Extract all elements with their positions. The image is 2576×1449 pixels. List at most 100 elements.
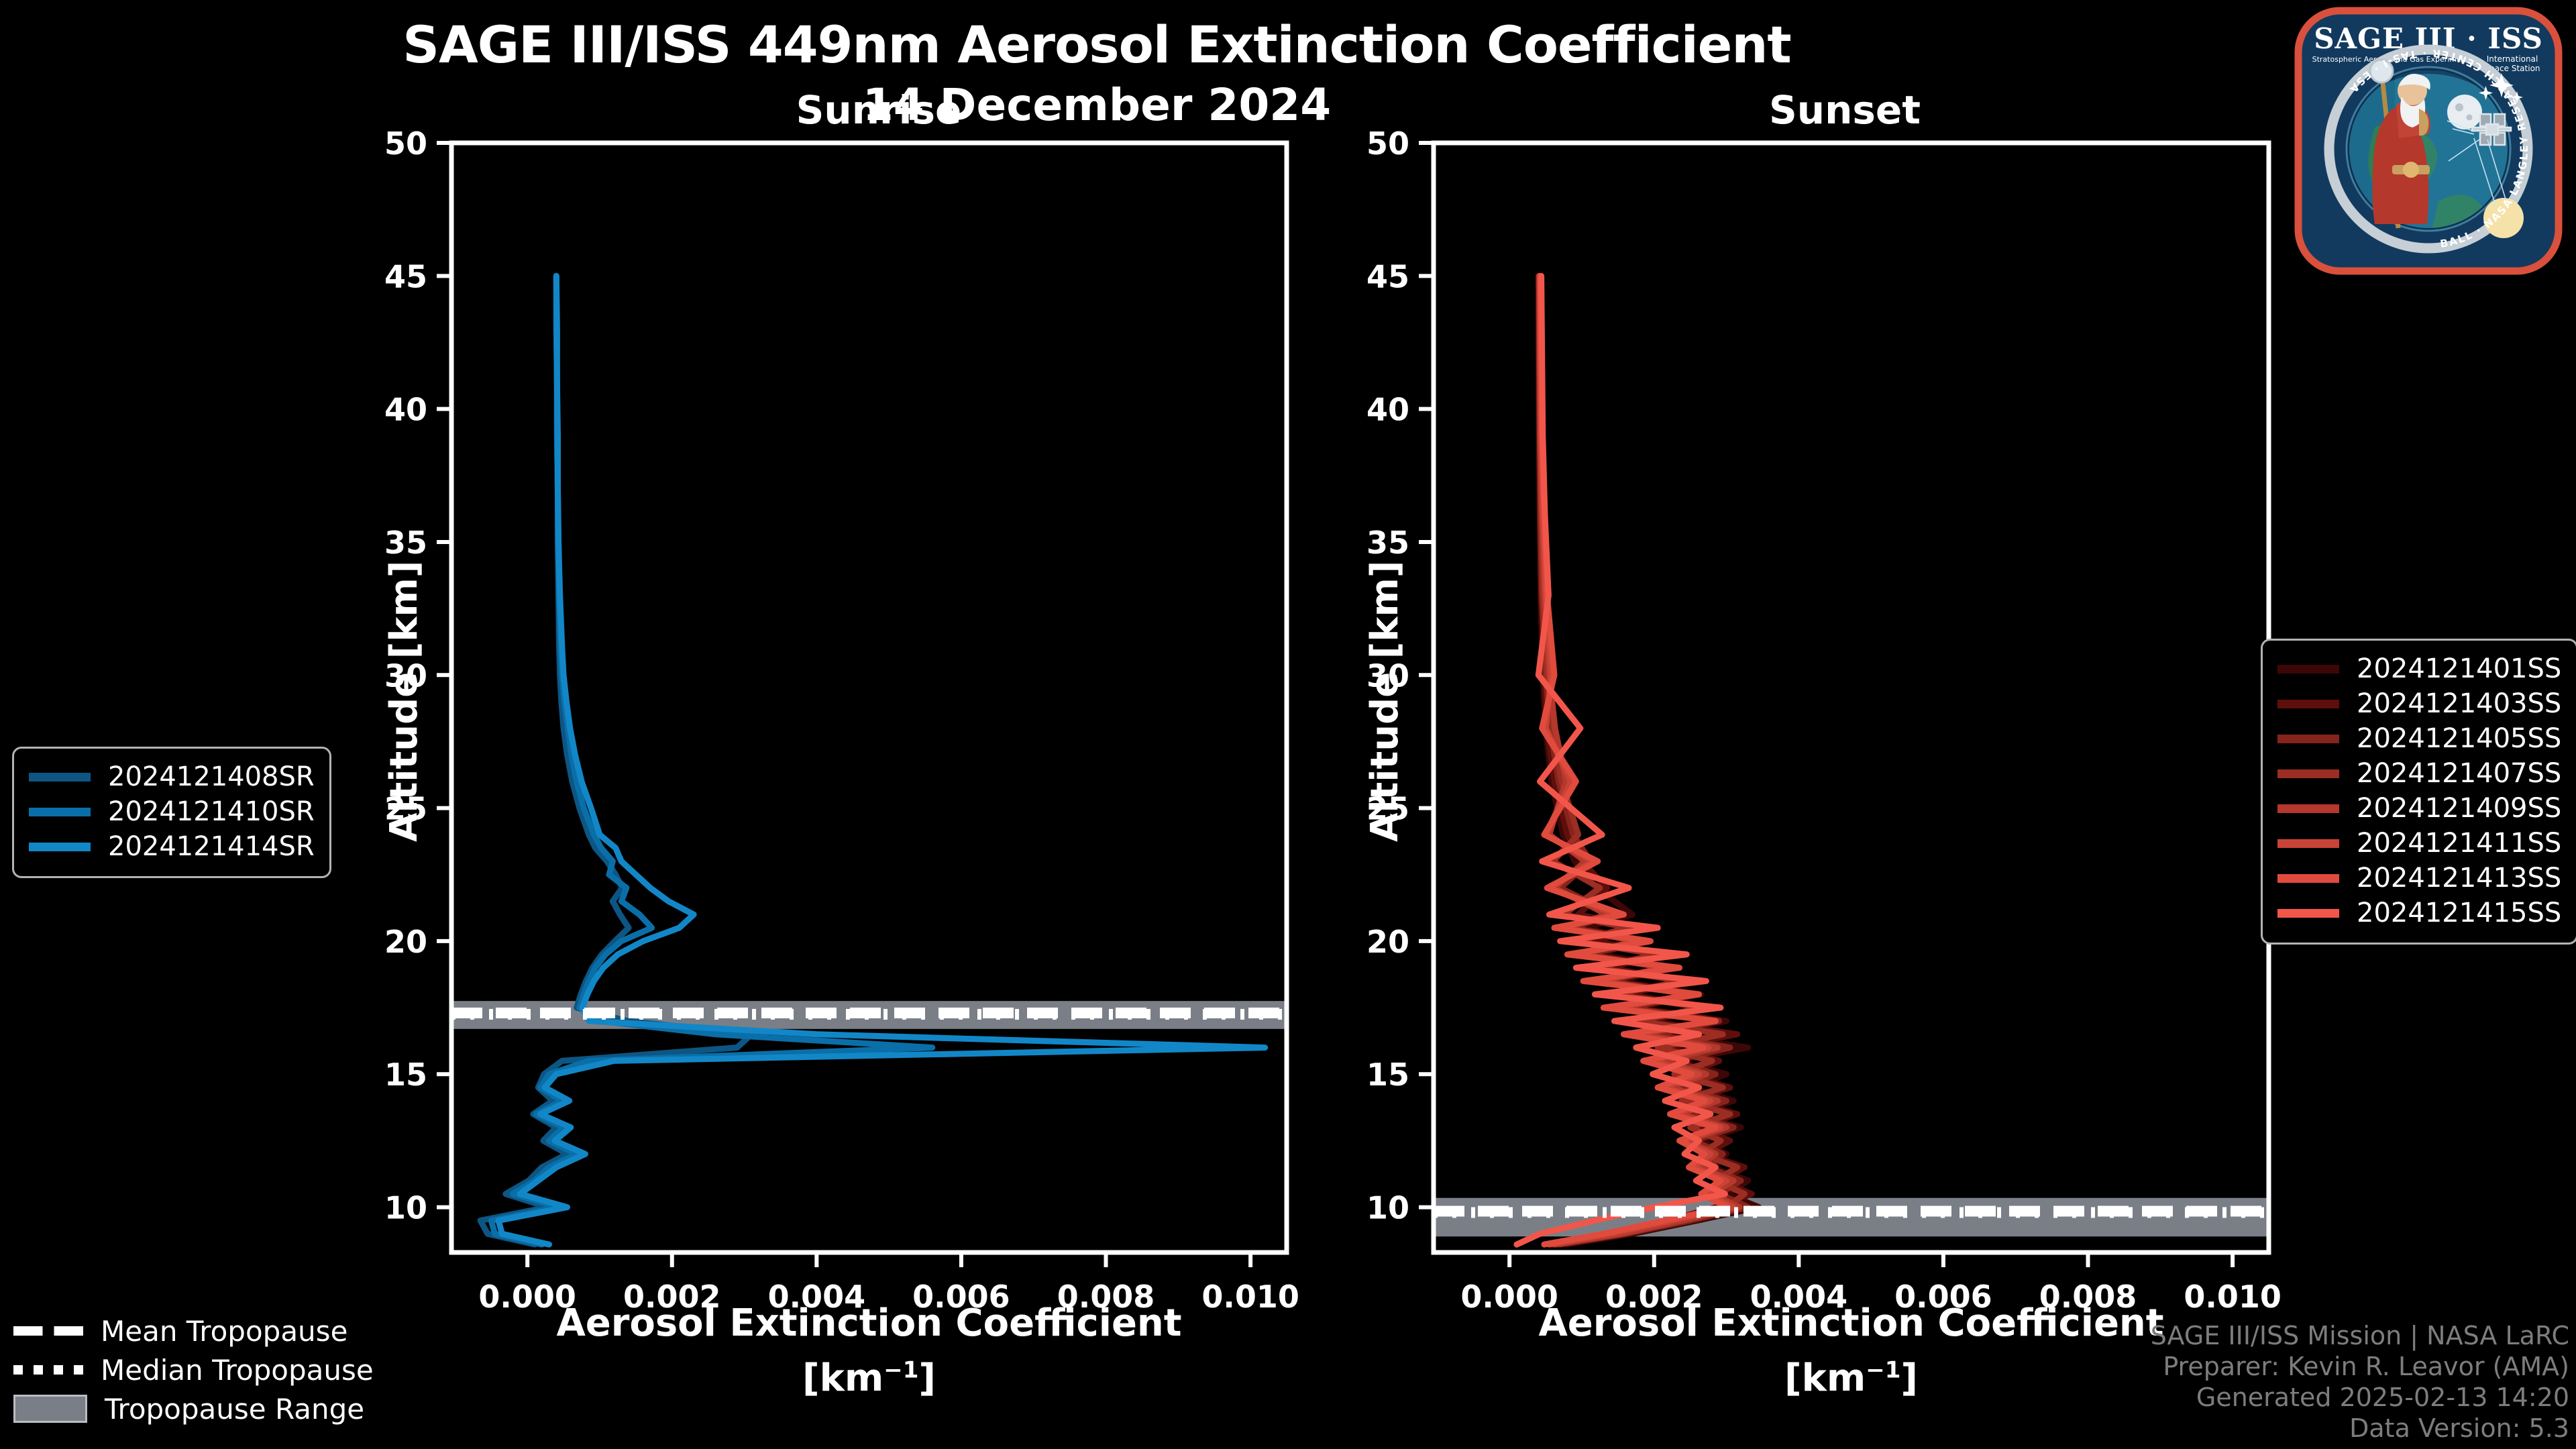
y-axis-title-sunset: Altitude [km] [1363, 560, 1407, 842]
sage-iii-iss-mission-patch-logo: SAGE III · ISS Stratospheric Aerosol and… [2294, 7, 2563, 275]
line-swatch-icon [29, 807, 91, 816]
y-axis-title-sunrise: Altitude [km] [382, 560, 426, 842]
legend-sunrise[interactable]: 2024121408SR 2024121410SR 2024121414SR [12, 747, 331, 878]
legend-sunrise-item[interactable]: 2024121414SR [29, 829, 315, 864]
x-unit-close: ] [918, 1356, 936, 1400]
sunset-series-line [1538, 272, 1731, 1248]
sunrise-x-tick-label: 0.004 [768, 1279, 866, 1315]
line-swatch-icon [2277, 769, 2339, 778]
x-axis-title-sunset: Aerosol Extinction Coefficient [1538, 1301, 2164, 1345]
sunset-y-tick-label: 50 [1366, 125, 1409, 162]
line-swatch-icon [2277, 839, 2339, 848]
line-swatch-icon [29, 842, 91, 851]
legend-sunset-item[interactable]: 2024121405SS [2277, 721, 2561, 756]
x-unit-exponent: −1 [883, 1356, 919, 1384]
sunset-x-tick-label: 0.002 [1605, 1279, 1703, 1315]
x-unit-base: [km [1784, 1356, 1866, 1400]
legend-item-median-tropopause: Median Tropopause [13, 1350, 374, 1389]
credit-line-generated: Generated 2025-02-13 14:20 [2196, 1383, 2569, 1412]
credits-block: SAGE III/ISS Mission | NASA LaRC Prepare… [2151, 1320, 2569, 1444]
sunrise-y-tick-label: 35 [384, 525, 427, 561]
legend-sunset-item[interactable]: 2024121403SS [2277, 686, 2561, 721]
legend-sunset-item[interactable]: 2024121407SS [2277, 756, 2561, 791]
sunset-plot-background [1434, 143, 2269, 1252]
x-axis-title-sunrise: Aerosol Extinction Coefficient [556, 1301, 1182, 1345]
sunset-y-tick-label: 10 [1366, 1190, 1409, 1226]
panel-title-sunrise: Sunrise [796, 87, 962, 133]
legend-sunset-item[interactable]: 2024121401SS [2277, 651, 2561, 686]
legend-sunset-label: 2024121413SS [2357, 863, 2562, 894]
sunrise-y-tick-label: 45 [384, 258, 427, 294]
page-title: SAGE III/ISS 449nm Aerosol Extinction Co… [402, 15, 1792, 74]
sunrise-y-tick-label: 30 [384, 657, 427, 694]
sunrise-y-tick-label: 15 [384, 1057, 427, 1093]
sunrise-series-line [495, 272, 1269, 1248]
x-axis-unit-sunrise: [km−1] [451, 1356, 1287, 1400]
sunrise-y-tick-label: 25 [384, 791, 427, 827]
sunset-x-tick-label: 0.008 [2039, 1279, 2137, 1315]
legend-sunset-label: 2024121411SS [2357, 828, 2562, 859]
legend-sunset-label: 2024121415SS [2357, 898, 2562, 928]
sunset-y-tick-label: 40 [1366, 392, 1409, 428]
legend-sunrise-item[interactable]: 2024121410SR [29, 794, 315, 829]
legend-sunset-item[interactable]: 2024121411SS [2277, 826, 2561, 861]
line-swatch-icon [2277, 699, 2339, 708]
sunset-y-tick-label: 20 [1366, 924, 1409, 960]
credit-line-mission: SAGE III/ISS Mission | NASA LaRC [2150, 1321, 2569, 1350]
sunrise-y-tick-label: 10 [384, 1190, 427, 1226]
line-swatch-icon [29, 772, 91, 782]
dotted-line-icon [13, 1365, 83, 1375]
sunrise-axes-frame [449, 140, 1289, 1255]
legend-sunrise-label: 2024121408SR [108, 761, 315, 792]
legend-sunset-label: 2024121401SS [2357, 653, 2562, 684]
line-swatch-icon [2277, 873, 2339, 883]
legend-sunset-label: 2024121407SS [2357, 758, 2562, 789]
legend-sunset[interactable]: 2024121401SS 2024121403SS 2024121405SS 2024… [2261, 639, 2576, 945]
sunset-x-tick-label: 0.000 [1460, 1279, 1558, 1315]
legend-sunrise-label: 2024121410SR [108, 796, 315, 827]
line-swatch-icon [2277, 804, 2339, 813]
legend-sunset-item[interactable]: 2024121413SS [2277, 861, 2561, 896]
sunset-series-line [1513, 272, 1728, 1248]
sunrise-x-tick-label: 0.008 [1057, 1279, 1155, 1315]
credit-line-preparer: Preparer: Kevin R. Leavor (AMA) [2163, 1352, 2569, 1381]
sunrise-x-tick-label: 0.006 [912, 1279, 1010, 1315]
svg-text:Space Station: Space Station [2484, 64, 2540, 73]
credit-line-version: Data Version: 5.3 [2349, 1413, 2569, 1443]
page-subtitle: 14 December 2024 [862, 79, 1332, 131]
legend-item-tropopause-range: Tropopause Range [13, 1389, 374, 1428]
sunset-y-tick-label: 25 [1366, 791, 1409, 827]
legend-sunset-label: 2024121403SS [2357, 688, 2562, 719]
line-swatch-icon [2277, 664, 2339, 674]
legend-sunrise-item[interactable]: 2024121408SR [29, 759, 315, 794]
sunrise-y-tick-label: 40 [384, 392, 427, 428]
legend-sunrise-label: 2024121414SR [108, 831, 315, 862]
legend-item-mean-tropopause: Mean Tropopause [13, 1311, 374, 1350]
line-swatch-icon [2277, 734, 2339, 743]
sunset-y-tick-label: 15 [1366, 1057, 1409, 1093]
x-axis-unit-sunset: [km−1] [1434, 1356, 2269, 1400]
filled-band-icon [13, 1395, 87, 1423]
legend-label-mean-tropopause: Mean Tropopause [101, 1314, 348, 1348]
legend-sunset-label: 2024121405SS [2357, 723, 2562, 754]
legend-sunset-item[interactable]: 2024121409SS [2277, 791, 2561, 826]
panel-title-sunset: Sunset [1769, 87, 1921, 133]
line-swatch-icon [2277, 908, 2339, 918]
sunrise-y-tick-label: 50 [384, 125, 427, 162]
sunrise-x-tick-label: 0.002 [623, 1279, 721, 1315]
legend-label-median-tropopause: Median Tropopause [101, 1353, 374, 1387]
legend-label-tropopause-range: Tropopause Range [105, 1392, 365, 1426]
sunrise-y-tick-label: 20 [384, 924, 427, 960]
sunrise-x-tick-label: 0.000 [478, 1279, 576, 1315]
sunset-x-tick-label: 0.004 [1750, 1279, 1848, 1315]
x-unit-close: ] [1900, 1356, 1918, 1400]
x-unit-base: [km [802, 1356, 884, 1400]
legend-tropopause: Mean Tropopause Median Tropopause Tropop… [13, 1311, 374, 1428]
legend-sunset-item[interactable]: 2024121415SS [2277, 896, 2561, 930]
sunset-y-tick-label: 45 [1366, 258, 1409, 294]
sunset-x-tick-label: 0.010 [2184, 1279, 2282, 1315]
x-unit-exponent: −1 [1866, 1356, 1901, 1384]
